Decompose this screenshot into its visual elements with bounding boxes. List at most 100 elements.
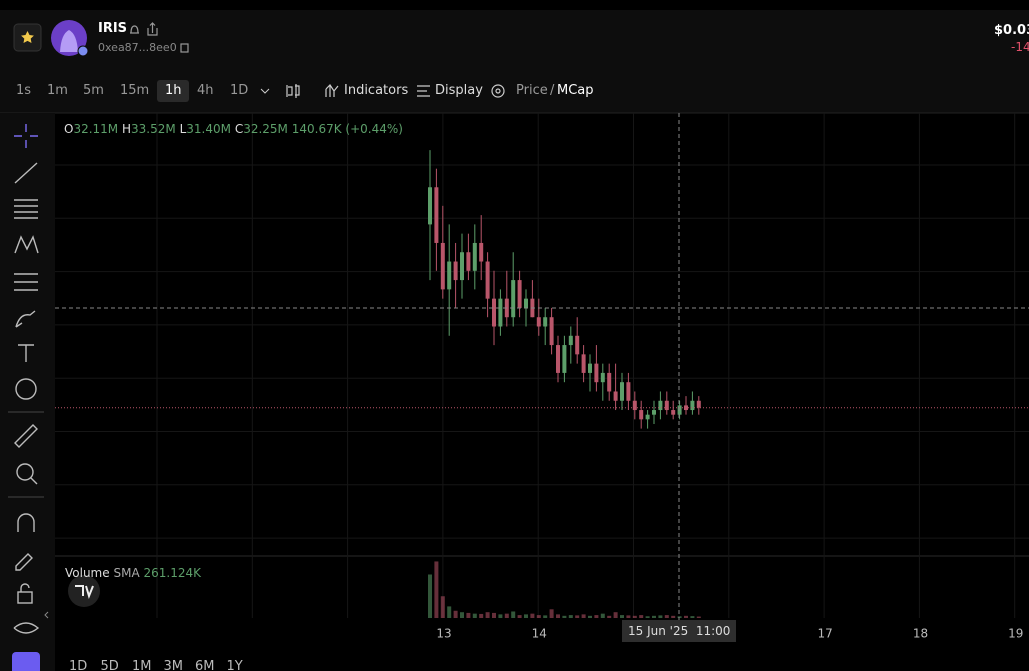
pattern-tool[interactable] xyxy=(14,235,39,254)
candle-body xyxy=(498,298,503,327)
volume-bar xyxy=(524,614,528,618)
volume-bar xyxy=(498,614,503,618)
volume-bar xyxy=(684,615,688,618)
volume-bar xyxy=(485,612,490,618)
candle-body xyxy=(671,410,676,415)
volume-bar xyxy=(620,615,624,618)
interval-button[interactable]: 1m xyxy=(47,83,68,98)
volume-bar xyxy=(639,615,644,618)
candle-body xyxy=(588,363,592,373)
projection-tool[interactable] xyxy=(14,273,38,291)
indicators-icon[interactable] xyxy=(325,84,339,97)
text-tool[interactable] xyxy=(18,344,34,362)
visibility-tool[interactable] xyxy=(13,622,40,634)
interval-chevron[interactable] xyxy=(260,88,270,94)
chart-type-icon[interactable] xyxy=(286,84,300,98)
volume-bar xyxy=(466,612,471,618)
ohlc-legend: O32.11M H33.52M L31.40M C32.25M 140.67K … xyxy=(64,122,403,136)
interval-button[interactable]: 1s xyxy=(16,83,32,98)
settings-icon[interactable] xyxy=(491,84,505,98)
legend-value: 32.11M xyxy=(73,122,119,136)
volume-bar xyxy=(472,613,477,618)
legend-value: 32.25M xyxy=(243,122,288,136)
interval-button[interactable]: 4h xyxy=(197,83,214,98)
brush-tool[interactable] xyxy=(15,310,36,328)
lock-drawing-tool[interactable] xyxy=(15,553,33,571)
interval-button[interactable]: 1D xyxy=(230,83,249,98)
range-button[interactable]: 1M xyxy=(132,659,152,671)
candle-body xyxy=(639,410,644,420)
volume-bar xyxy=(645,616,650,618)
sma-value: 261.124K xyxy=(143,566,201,580)
candle-body xyxy=(568,335,573,346)
volume-bar xyxy=(543,615,548,618)
collapse-arrow[interactable] xyxy=(44,611,49,619)
volume-bar xyxy=(428,574,432,618)
emoji-tool[interactable] xyxy=(15,378,37,400)
measure-tool[interactable] xyxy=(14,424,38,448)
chain-badge xyxy=(77,45,89,57)
range-button[interactable]: 5D xyxy=(100,659,119,671)
candle-body xyxy=(511,280,516,318)
range-button[interactable]: 1Y xyxy=(226,659,243,671)
candle-body xyxy=(485,261,490,299)
volume-bar xyxy=(492,612,496,618)
crosshair-tool[interactable] xyxy=(14,124,38,148)
candle-body xyxy=(600,372,605,383)
candle-body xyxy=(453,261,458,281)
interval-button[interactable]: 15m xyxy=(120,83,150,98)
x-tick-label: 13 xyxy=(436,627,451,641)
range-button[interactable]: 1D xyxy=(69,659,88,671)
share-icon[interactable] xyxy=(147,22,158,36)
indicators-button[interactable]: Indicators xyxy=(344,83,409,98)
interval-button[interactable]: 5m xyxy=(83,83,104,98)
range-button[interactable]: 6M xyxy=(195,659,215,671)
token-address[interactable]: 0xea87...8ee0 xyxy=(98,41,177,54)
display-button[interactable]: Display xyxy=(435,83,483,98)
legend-label: L xyxy=(179,122,187,136)
legend-label: H xyxy=(122,122,132,136)
mcap-toggle[interactable]: MCap xyxy=(557,83,594,98)
candle-body xyxy=(645,414,650,420)
volume-bar xyxy=(626,615,631,618)
candle-body xyxy=(524,298,528,308)
x-tick-label: 14 xyxy=(532,627,547,641)
lock-tool[interactable] xyxy=(17,591,33,604)
candle-body xyxy=(492,298,496,327)
remove-tool[interactable] xyxy=(12,652,40,671)
volume-bar xyxy=(664,615,669,618)
candle-body xyxy=(632,400,637,411)
toolbar-bg xyxy=(0,66,1029,113)
candle-body xyxy=(440,242,445,290)
x-tick-label: 19 xyxy=(1008,627,1023,641)
volume-bar xyxy=(447,606,452,618)
candle-body xyxy=(677,405,682,415)
candle-body xyxy=(594,363,599,383)
magnet-tool[interactable] xyxy=(17,513,35,532)
display-icon[interactable] xyxy=(417,85,430,97)
alert-icon[interactable] xyxy=(130,25,139,34)
candle-body xyxy=(536,317,541,327)
legend-label: O xyxy=(64,122,74,136)
volume-bar xyxy=(530,613,535,618)
line-tool[interactable] xyxy=(14,162,38,184)
legend-change: 140.67K (+0.44%) xyxy=(291,122,403,136)
fib-tool[interactable] xyxy=(14,199,38,219)
candle-body xyxy=(472,242,477,271)
volume-bar xyxy=(600,613,605,618)
volume-bar xyxy=(671,615,676,618)
candle-body xyxy=(466,252,471,271)
volume-bar xyxy=(632,615,637,618)
range-button[interactable]: 3M xyxy=(163,659,184,671)
sma-label: SMA xyxy=(113,566,140,580)
x-tick-label: 18 xyxy=(913,627,928,641)
interval-button[interactable]: 1h xyxy=(165,83,182,98)
volume-bar xyxy=(677,616,682,618)
zoom-tool[interactable] xyxy=(16,463,34,481)
star-icon xyxy=(21,31,34,43)
crosshair-date: 15 Jun '25 xyxy=(628,624,689,638)
candle-body xyxy=(658,400,663,411)
copy-icon[interactable] xyxy=(180,43,189,53)
price-toggle[interactable]: Price xyxy=(516,83,548,98)
